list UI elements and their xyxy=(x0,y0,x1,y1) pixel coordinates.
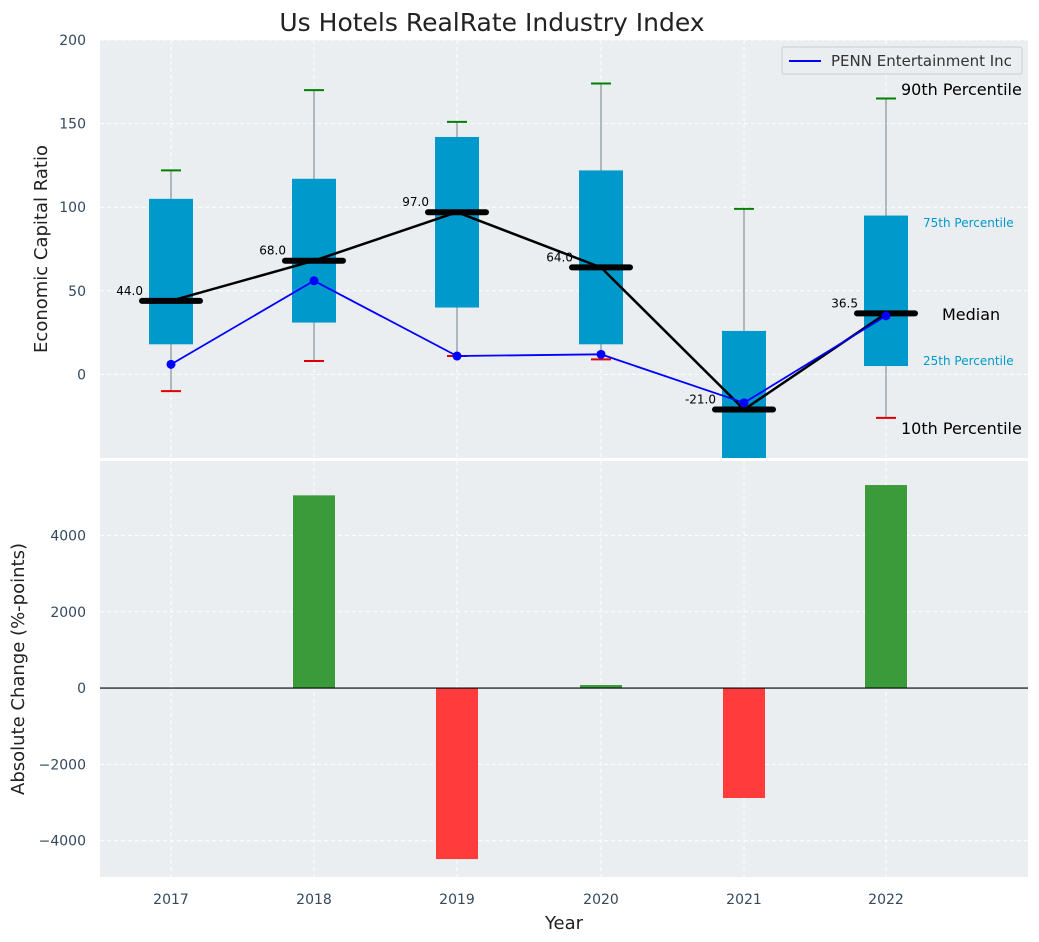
median-trend-line xyxy=(170,210,887,412)
annotation-75th-percentile: 75th Percentile xyxy=(923,216,1014,230)
top-y-tick-label: 200 xyxy=(59,33,86,49)
bottom-y-tick-label: 2000 xyxy=(50,605,86,621)
bottom-y-ticks: −4000 −2000 0 2000 4000 xyxy=(39,528,86,849)
median-value-label: 44.0 xyxy=(116,284,143,298)
bottom-y-tick-label: 4000 xyxy=(50,528,86,544)
top-y-ticks: 0 50 100 150 200 xyxy=(59,33,86,383)
change-bar xyxy=(436,688,478,860)
change-bar xyxy=(865,485,907,689)
x-tick-label: 2022 xyxy=(868,892,904,908)
x-tick-label: 2017 xyxy=(153,892,189,908)
top-y-tick-label: 150 xyxy=(59,117,86,133)
company-series-line xyxy=(170,279,887,404)
x-axis-label: Year xyxy=(544,913,584,934)
change-bar xyxy=(580,685,622,689)
top-y-tick-label: 50 xyxy=(68,284,86,300)
top-gridlines xyxy=(100,39,1028,458)
company-point xyxy=(452,351,462,361)
chart-title: Us Hotels RealRate Industry Index xyxy=(279,8,704,37)
iqr-box xyxy=(292,178,336,323)
annotation-10th-percentile: 10th Percentile xyxy=(901,419,1022,438)
bottom-y-tick-label: −2000 xyxy=(39,757,86,773)
median-value-label: 97.0 xyxy=(402,195,429,209)
company-point xyxy=(309,276,319,286)
median-value-label: 68.0 xyxy=(259,244,286,258)
median-value-label: 64.0 xyxy=(546,250,573,264)
median-value-label: -21.0 xyxy=(685,393,716,407)
legend: PENN Entertainment Inc xyxy=(781,46,1023,75)
company-point xyxy=(596,349,606,359)
iqr-box xyxy=(435,136,479,308)
company-point xyxy=(881,311,891,321)
x-tick-label: 2018 xyxy=(296,892,332,908)
bottom-y-axis-label: Absolute Change (%-points) xyxy=(8,543,29,795)
top-panel: 0 50 100 150 200 44.0 68.0 97.0 64.0 -21.0 36.5 E… xyxy=(31,33,1028,458)
annotation-25th-percentile: 25th Percentile xyxy=(923,354,1014,368)
bottom-y-tick-label: −4000 xyxy=(39,834,86,850)
bottom-bars xyxy=(100,485,1028,860)
iqr-box xyxy=(149,198,193,345)
x-tick-label: 2019 xyxy=(439,892,475,908)
top-y-axis-label: Economic Capital Ratio xyxy=(31,145,52,353)
annotation-90th-percentile: 90th Percentile xyxy=(901,80,1022,99)
legend-box xyxy=(781,46,1023,75)
x-tick-label: 2021 xyxy=(726,892,762,908)
bottom-y-tick-label: 0 xyxy=(77,681,86,697)
change-bar xyxy=(293,495,335,689)
company-point xyxy=(739,398,749,408)
x-axis-ticks: 2017 2018 2019 2020 2021 2022 xyxy=(153,892,904,908)
bottom-panel: −4000 −2000 0 2000 4000 Absolute Change (%-p… xyxy=(8,461,1028,877)
annotation-median: Median xyxy=(942,305,1000,324)
company-point xyxy=(166,359,176,369)
change-bar xyxy=(723,688,765,798)
top-y-tick-label: 0 xyxy=(77,367,86,383)
top-y-tick-label: 100 xyxy=(59,200,86,216)
iqr-box xyxy=(579,170,623,345)
median-value-label: 36.5 xyxy=(831,296,858,310)
top-marks: 44.0 68.0 97.0 64.0 -21.0 36.5 xyxy=(116,82,918,458)
x-tick-label: 2020 xyxy=(583,892,619,908)
legend-label: PENN Entertainment Inc xyxy=(831,52,1012,70)
iqr-box xyxy=(864,215,908,367)
